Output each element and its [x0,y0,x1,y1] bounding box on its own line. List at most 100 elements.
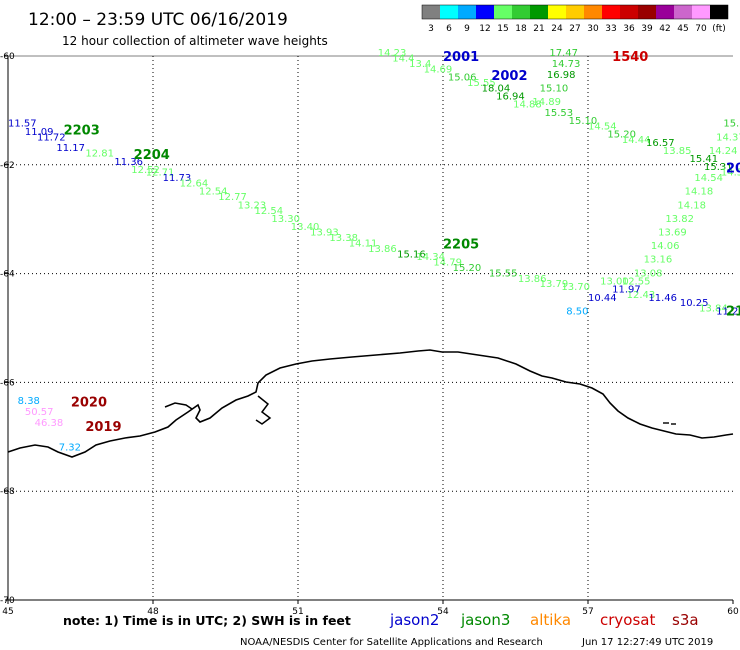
wave-height-value: 14.79 [433,257,462,268]
wave-height-value: 13.4 [409,59,431,70]
lon-tick-label: 45 [2,607,13,617]
satellite-name: cryosat [600,611,655,629]
pass-time-label: 2020 [71,395,107,410]
wave-height-value: 12.54 [255,206,284,217]
colorbar-swatch [476,5,494,19]
wave-height-value: 12.43 [627,290,656,301]
colorbar-swatch [422,5,440,19]
colorbar-swatch [440,5,458,19]
wave-height-value: 14.55 [721,168,740,179]
wave-height-value: 14.11 [349,238,378,249]
wave-height-value: 14.24 [709,146,738,157]
wave-height-value: 12.81 [85,149,114,160]
wave-height-value: 50.57 [25,407,54,418]
colorbar-label: 3 [428,24,434,34]
wave-height-value: 14.88 [513,100,542,111]
wave-height-value: 16.94 [496,92,525,103]
wave-height-value: 15.10 [540,83,569,94]
colorbar-label: 24 [551,24,563,34]
satellite-name: s3a [672,611,699,629]
lat-tick-label: -60 [0,52,15,62]
wave-height-value: 11.46 [648,293,677,304]
wave-height-value: 14.4 [392,53,414,64]
wave-height-value: 14.18 [677,200,706,211]
colorbar-label: 18 [515,24,527,34]
wave-height-observations: 14.2314.413.414.6915.0615.5518.0416.9414… [8,48,740,453]
axis-ticks: 45 48 51 54 57 60 -60 -62 -64 -66 -68 -70 [0,52,739,617]
pass-time-label: 2002 [491,69,527,84]
colorbar-label: 39 [641,24,653,34]
lon-tick-label: 60 [727,607,739,617]
wave-height-value: 8.38 [18,396,40,407]
lon-tick-label: 54 [437,607,449,617]
map-title: 12:00 – 23:59 UTC 06/16/2019 [28,10,288,30]
lat-tick-label: -64 [0,270,15,280]
colorbar-label: 70 [695,24,707,34]
colorbar-label: 33 [605,24,616,34]
wave-height-value: 11.17 [56,143,85,154]
colorbar-label: (ft) [712,24,726,34]
wave-height-value: 13.86 [368,244,397,255]
wave-height-value: 13.38 [329,233,358,244]
wave-height-value: 15.20 [607,130,636,141]
coastline-small-features [663,422,676,425]
pass-time-label: 2205 [443,238,479,253]
colorbar-swatch [692,5,710,19]
satellite-legend: jason2 jason3 altika cryosat s3a [389,611,699,629]
wave-height-value: 10.44 [588,293,617,304]
wave-height-value: 14.18 [685,187,714,198]
pass-time-label: 21 [726,305,740,320]
wave-height-value: 14.73 [552,59,581,70]
wave-height-value: 15.20 [453,263,482,274]
satellite-pass-times: 2001 2002 1540 2203 2204 2205 2020 2019 21 20 [64,50,740,435]
wave-height-value: 11.97 [612,285,641,296]
lon-tick-label: 57 [582,607,593,617]
wave-height-value: 13.16 [644,255,673,266]
colorbar-label: 30 [587,24,599,34]
lon-tick-label: 48 [147,607,159,617]
wave-height-value: 14.89 [532,97,561,108]
colorbar-swatch [656,5,674,19]
satellite-name: jason3 [460,611,510,629]
colorbar-label: 42 [659,24,670,34]
lat-tick-label: -66 [0,378,15,388]
pass-time-label: 20 [726,162,740,177]
wave-height-value: 16.57 [646,138,675,149]
wave-height-value: 13.40 [291,222,320,233]
wave-height-value: 15.06 [448,72,477,83]
wave-height-value: 13.00 [600,276,629,287]
colorbar-swatch [566,5,584,19]
wave-height-value: 13.69 [658,228,687,239]
wave-height-value: 13.23 [238,200,267,211]
pass-time-label: 1540 [612,50,648,65]
colorbar-outline [421,4,729,20]
pass-time-label: 2204 [134,148,170,163]
wave-height-value: 15.16 [397,249,426,260]
wave-height-value: 16.98 [547,70,576,81]
wave-height-value: 11.09 [25,127,54,138]
wave-height-value: 13.79 [540,279,569,290]
colorbar-swatch [638,5,656,19]
wave-height-value: 8.50 [566,306,588,317]
coastline-inlet [255,395,272,425]
antarctica-coastline [7,349,734,458]
wave-height-value: 15.55 [489,268,518,279]
lat-tick-label: -62 [0,161,15,171]
wave-height-value: 14.54 [694,173,723,184]
wave-height-value: 18.04 [482,83,511,94]
colorbar-label: 15 [497,24,508,34]
wave-height-value: 14.69 [424,64,453,75]
colorbar-swatch [512,5,530,19]
colorbar-label: 21 [533,24,544,34]
wave-height-value: 13.70 [561,282,590,293]
colorbar-label: 12 [479,24,490,34]
wave-height-value: 12.54 [199,187,228,198]
lat-tick-label: -70 [0,596,15,606]
colorbar-label: 9 [464,24,470,34]
colorbar-swatch [602,5,620,19]
wave-height-value: 13.30 [271,214,300,225]
colorbar-label: 45 [677,24,688,34]
credit-text: NOAA/NESDIS Center for Satellite Applica… [240,637,543,648]
wave-height-value: 14.37 [716,132,740,143]
